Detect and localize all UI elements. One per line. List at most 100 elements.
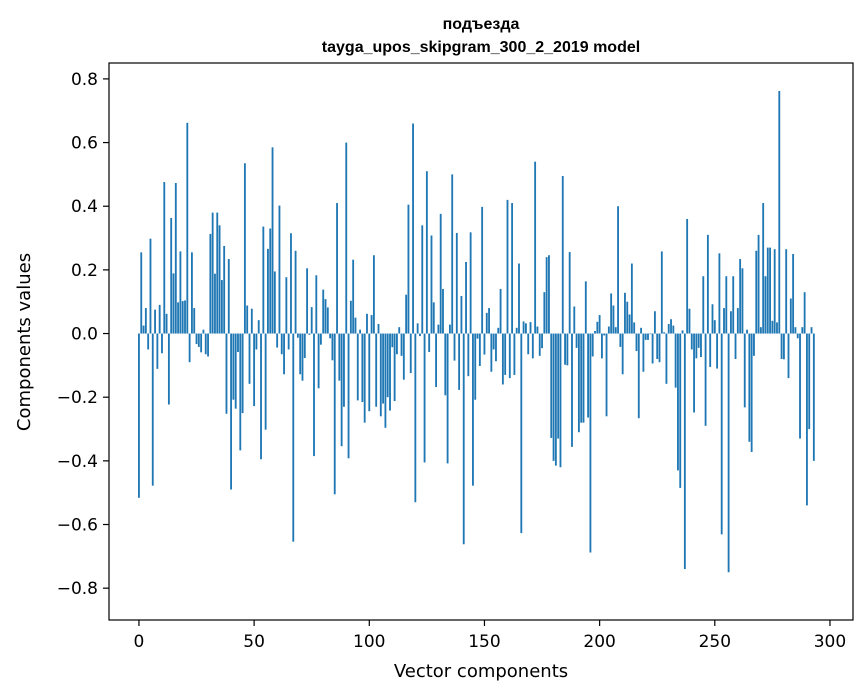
bar [663,332,666,334]
bar [780,333,783,359]
bar [554,333,557,466]
bar [375,333,378,407]
y-tick-label: −0.8 [57,579,98,599]
bar [506,199,509,334]
bar [573,306,576,334]
bar [504,333,507,375]
bar [670,319,672,334]
bar [393,333,396,402]
bar [808,333,811,430]
bar [435,333,437,388]
bar [782,333,785,360]
bar [672,325,675,334]
bar [363,333,366,423]
bar [557,333,560,439]
bar [771,320,774,334]
bar [421,225,424,334]
y-tick-label: 0.2 [71,261,98,281]
bar [792,253,795,334]
bar [241,333,244,414]
bar [232,333,235,400]
bar [596,321,599,334]
bar [584,281,587,334]
x-tick-label: 100 [353,632,385,652]
bar [377,323,380,334]
bar [591,333,594,357]
bar [571,333,573,447]
y-tick-label: −0.2 [57,388,98,408]
bar [149,238,152,334]
bar [649,333,652,335]
bar [766,247,769,334]
bar [511,203,514,334]
bar [276,333,279,348]
y-tick-label: 0.6 [71,134,98,154]
bar [352,259,355,334]
bar [174,182,177,334]
bar [796,333,799,339]
bar [465,261,467,334]
bar [202,329,205,334]
bar [172,273,175,334]
bar [280,333,283,355]
bar [617,206,619,334]
bar [165,313,168,334]
bar [660,251,663,334]
bar [273,271,276,334]
bar [538,333,541,356]
bar [677,333,679,471]
bar [651,333,654,364]
bar [372,255,375,334]
bar [769,247,771,334]
bar [260,333,262,460]
bar [750,333,753,452]
bar [200,333,203,353]
bar [416,323,419,334]
bar [681,330,684,334]
bar [299,333,302,375]
bar [806,333,808,506]
bar [610,293,613,334]
bar [154,309,156,334]
bar [386,333,389,398]
bar [306,268,309,334]
bar [384,333,387,428]
bar [577,333,580,433]
y-tick-label: 0.4 [71,197,98,217]
bar [211,212,214,334]
bar [338,333,341,381]
bar [605,333,608,417]
bar [757,234,760,334]
bar [220,280,223,334]
bar [216,212,219,334]
bar [195,333,198,345]
bar [513,333,516,375]
bar [308,333,311,335]
bar [637,333,640,419]
bar [158,304,161,334]
bar [356,333,359,401]
bar [177,302,180,334]
bar [658,333,661,363]
bar [248,333,251,384]
bar [580,333,583,423]
x-tick-label: 200 [583,632,615,652]
bar [748,333,751,442]
bar [642,333,645,372]
bar [536,326,539,334]
bar [181,301,184,334]
bar [462,333,465,545]
bar [741,268,744,334]
bar [667,323,670,334]
bar [693,333,695,413]
bar [419,333,421,337]
bar [545,257,548,334]
x-tick-label: 0 [134,632,145,652]
bar [718,253,721,334]
bar [370,315,373,334]
bar [290,233,292,334]
bar [759,327,762,334]
bar [587,333,590,418]
bar [695,333,698,359]
bar [723,308,725,334]
